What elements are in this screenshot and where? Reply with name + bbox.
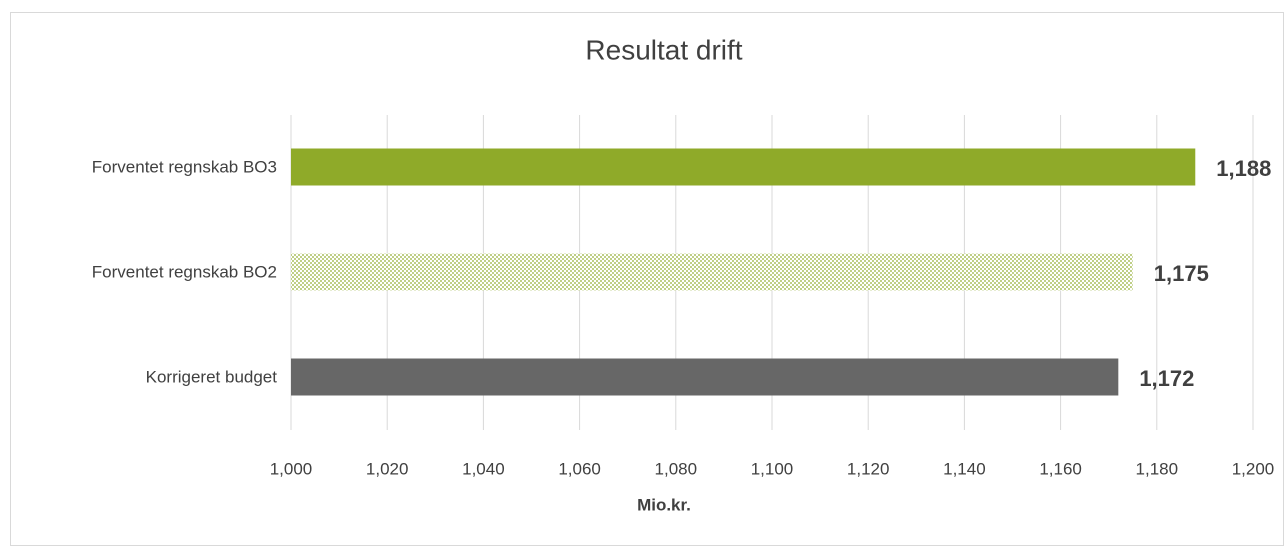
bar	[291, 148, 1196, 186]
value-label: 1,172	[1139, 366, 1194, 391]
x-tick-label: 1,180	[1136, 459, 1179, 478]
y-tick-label: Korrigeret budget	[146, 367, 278, 386]
x-axis-title: Mio.kr.	[637, 495, 691, 514]
x-tick-label: 1,020	[366, 459, 409, 478]
y-tick-label: Forventet regnskab BO2	[92, 262, 277, 281]
x-tick-label: 1,040	[462, 459, 505, 478]
bar	[291, 253, 1133, 291]
chart-title: Resultat drift	[585, 34, 742, 65]
y-tick-label: Forventet regnskab BO3	[92, 157, 277, 176]
x-tick-label: 1,100	[751, 459, 794, 478]
value-label: 1,175	[1154, 261, 1209, 286]
x-tick-label: 1,140	[943, 459, 986, 478]
x-tick-label: 1,060	[558, 459, 601, 478]
x-tick-label: 1,120	[847, 459, 890, 478]
x-tick-label: 1,200	[1232, 459, 1275, 478]
x-tick-label: 1,080	[655, 459, 698, 478]
value-label: 1,188	[1216, 156, 1271, 181]
x-tick-label: 1,160	[1039, 459, 1082, 478]
bar	[291, 358, 1119, 396]
x-tick-label: 1,000	[270, 459, 313, 478]
